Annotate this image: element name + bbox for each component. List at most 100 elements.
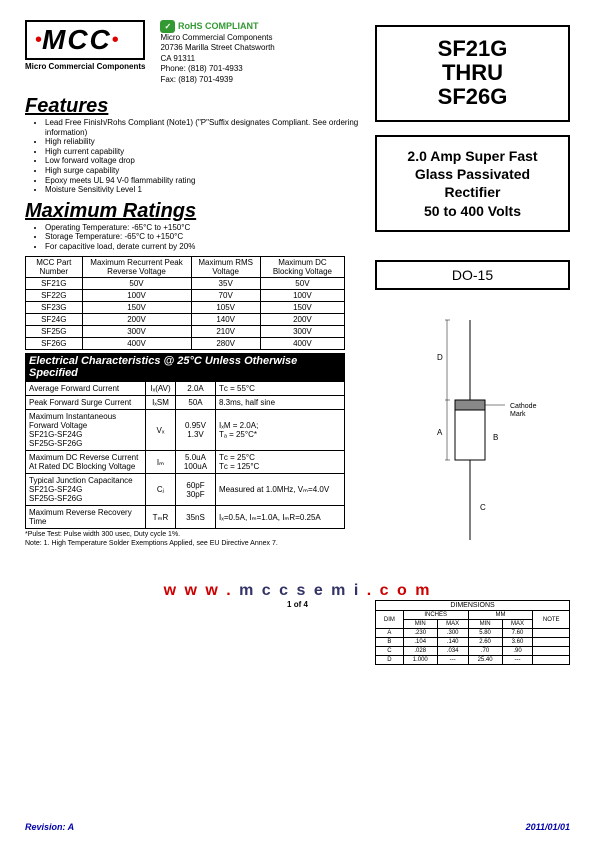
dim-cell: .034 — [437, 647, 468, 656]
revision: Revision: A — [25, 822, 74, 832]
dim-cell: 5.80 — [468, 629, 502, 638]
ratings-header: Maximum RMS Voltage — [191, 257, 260, 278]
dim-cell: 7.60 — [502, 629, 533, 638]
logo-subtitle: Micro Commercial Components — [25, 62, 145, 71]
ratings-cell: 400V — [82, 338, 191, 350]
maxratings-heading: Maximum Ratings — [25, 200, 365, 223]
rohs-badge: ✓ RoHS COMPLIANT — [160, 20, 274, 33]
dim-cell: .70 — [468, 647, 502, 656]
ratings-header: Maximum DC Blocking Voltage — [260, 257, 344, 278]
elec-cond: Tᴄ = 25°C Tᴄ = 125°C — [216, 451, 345, 474]
dim-cell: .90 — [502, 647, 533, 656]
elec-cond: Tᴄ = 55°C — [216, 382, 345, 396]
svg-text:Cathode: Cathode — [510, 403, 537, 410]
dim-cell: .104 — [403, 638, 437, 647]
dim-cell: --- — [502, 656, 533, 665]
feature-item: High current capability — [45, 147, 365, 157]
elec-param: Average Forward Current — [26, 382, 146, 396]
feature-item: Epoxy meets UL 94 V-0 flammability ratin… — [45, 176, 365, 186]
svg-text:D: D — [437, 353, 443, 362]
elec-sym: TₘR — [146, 506, 176, 529]
dimensions-table: DIMENSIONSDIMINCHESMMNOTEMINMAXMINMAXA.2… — [375, 600, 570, 665]
dim-cell: .230 — [403, 629, 437, 638]
svg-text:C: C — [480, 503, 486, 512]
dim-cell: 2.60 — [468, 638, 502, 647]
part-number-box: SF21G THRU SF26G — [375, 25, 570, 122]
ratings-cell: 200V — [260, 314, 344, 326]
ratings-cell: 35V — [191, 278, 260, 290]
package-diagram: Cathode Mark D A B C — [375, 310, 570, 590]
maxrating-note: Storage Temperature: -65°C to +150°C — [45, 232, 365, 242]
feature-item: High reliability — [45, 137, 365, 147]
ratings-cell: 70V — [191, 290, 260, 302]
elec-val: 5.0uA 100uA — [176, 451, 216, 474]
elec-val: 0.95V 1.3V — [176, 410, 216, 451]
ratings-cell: 105V — [191, 302, 260, 314]
elec-sym: Vₓ — [146, 410, 176, 451]
feature-item: Moisture Sensitivity Level 1 — [45, 185, 365, 195]
elec-val: 2.0A — [176, 382, 216, 396]
dim-cell — [533, 629, 570, 638]
svg-text:Mark: Mark — [510, 411, 526, 418]
dim-cell: --- — [437, 656, 468, 665]
elec-sym: Cⱼ — [146, 474, 176, 506]
ratings-cell: SF25G — [26, 326, 83, 338]
ratings-cell: 300V — [260, 326, 344, 338]
package-box: DO-15 — [375, 260, 570, 290]
ratings-cell: 100V — [260, 290, 344, 302]
features-heading: Features — [25, 95, 365, 118]
dim-cell: 3.60 — [502, 638, 533, 647]
mcc-logo: •MCC• — [25, 20, 145, 60]
product-title-box: 2.0 Amp Super Fast Glass Passivated Rect… — [375, 135, 570, 232]
ratings-cell: 280V — [191, 338, 260, 350]
elec-title: Electrical Characteristics @ 25°C Unless… — [25, 353, 345, 381]
maxratings-list: Operating Temperature: -65°C to +150°CSt… — [45, 223, 365, 252]
ratings-cell: SF26G — [26, 338, 83, 350]
ratings-cell: 140V — [191, 314, 260, 326]
dim-cell: B — [376, 638, 404, 647]
feature-item: High surge capability — [45, 166, 365, 176]
company-info: Micro Commercial Components 20736 Marill… — [160, 33, 274, 85]
elec-val: 60pF 30pF — [176, 474, 216, 506]
elec-cond: Measured at 1.0MHz, Vₘ=4.0V — [216, 474, 345, 506]
dim-cell: .140 — [437, 638, 468, 647]
dim-cell: .028 — [403, 647, 437, 656]
features-list: Lead Free Finish/Rohs Compliant (Note1) … — [45, 118, 365, 195]
maxrating-note: Operating Temperature: -65°C to +150°C — [45, 223, 365, 233]
ratings-cell: 150V — [260, 302, 344, 314]
ratings-header: MCC Part Number — [26, 257, 83, 278]
dim-title: DIMENSIONS — [376, 601, 570, 611]
ratings-cell: 100V — [82, 290, 191, 302]
elec-sym: IₓSM — [146, 396, 176, 410]
elec-param: Maximum DC Reverse Current At Rated DC B… — [26, 451, 146, 474]
feature-item: Low forward voltage drop — [45, 156, 365, 166]
dim-cell — [533, 656, 570, 665]
elec-sym: Iₘ — [146, 451, 176, 474]
svg-text:B: B — [493, 433, 498, 442]
ratings-cell: 400V — [260, 338, 344, 350]
dim-cell — [533, 647, 570, 656]
ratings-cell: SF23G — [26, 302, 83, 314]
elec-cond: IₓM = 2.0A; Tₐ = 25°C* — [216, 410, 345, 451]
dim-cell: .300 — [437, 629, 468, 638]
elec-param: Maximum Reverse Recovery Time — [26, 506, 146, 529]
elec-val: 35nS — [176, 506, 216, 529]
elec-val: 50A — [176, 396, 216, 410]
dim-cell: 1.000 — [403, 656, 437, 665]
dim-cell — [533, 638, 570, 647]
elec-param: Maximum Instantaneous Forward Voltage SF… — [26, 410, 146, 451]
dim-cell: 25.40 — [468, 656, 502, 665]
note1: Note: 1. High Temperature Solder Exempti… — [25, 540, 365, 547]
feature-item: Lead Free Finish/Rohs Compliant (Note1) … — [45, 118, 365, 137]
elec-param: Typical Junction Capacitance SF21G-SF24G… — [26, 474, 146, 506]
date: 2011/01/01 — [526, 822, 570, 832]
dim-cell: C — [376, 647, 404, 656]
elec-sym: Iₓ(AV) — [146, 382, 176, 396]
ratings-header: Maximum Recurrent Peak Reverse Voltage — [82, 257, 191, 278]
elec-param: Peak Forward Surge Current — [26, 396, 146, 410]
pulse-note: *Pulse Test: Pulse width 300 usec, Duty … — [25, 531, 365, 538]
ratings-cell: 50V — [260, 278, 344, 290]
ratings-table: MCC Part NumberMaximum Recurrent Peak Re… — [25, 256, 345, 350]
ratings-cell: 210V — [191, 326, 260, 338]
dim-cell: A — [376, 629, 404, 638]
